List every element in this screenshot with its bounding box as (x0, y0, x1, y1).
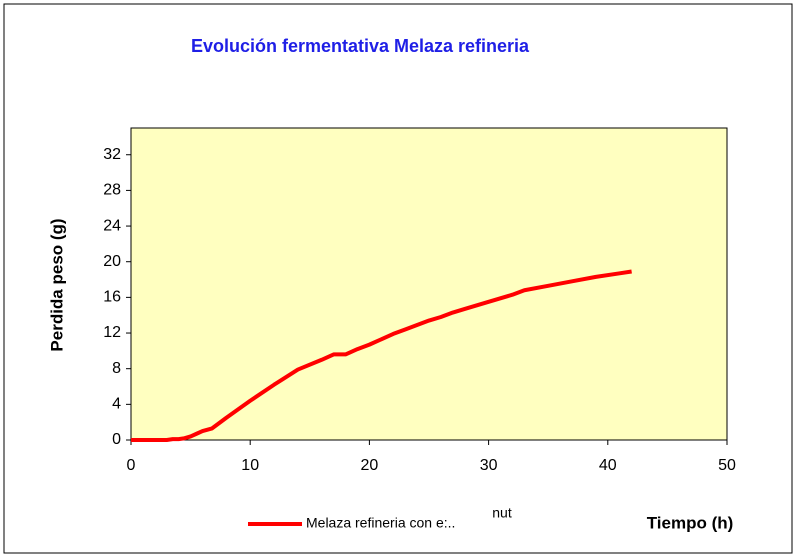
x-tick-label: 50 (718, 457, 736, 474)
x-tick-label: 40 (599, 457, 617, 474)
y-tick-label: 24 (103, 217, 121, 234)
x-tick-label: 0 (127, 457, 136, 474)
plot-area (130, 127, 728, 441)
y-tick-label: 28 (103, 182, 121, 199)
y-tick-label: 8 (112, 360, 121, 377)
y-tick-label: 20 (103, 253, 121, 270)
annotation: nut (492, 505, 512, 521)
x-tick-label: 20 (361, 457, 379, 474)
legend-label: Melaza refineria con e:.. (306, 515, 455, 531)
y-tick-label: 12 (103, 324, 121, 341)
chart-title: Evolución fermentativa Melaza refineria (191, 36, 530, 56)
y-tick-label: 16 (103, 289, 121, 306)
x-tick-label: 30 (480, 457, 498, 474)
data-line (131, 269, 632, 442)
y-axis-label: Perdida peso (g) (47, 218, 66, 351)
y-tick-label: 32 (103, 146, 121, 163)
y-tick-label: 0 (112, 431, 121, 448)
x-axis-label: Tiempo (h) (647, 513, 734, 532)
x-tick-label: 10 (241, 457, 259, 474)
y-tick-label: 4 (112, 396, 121, 413)
